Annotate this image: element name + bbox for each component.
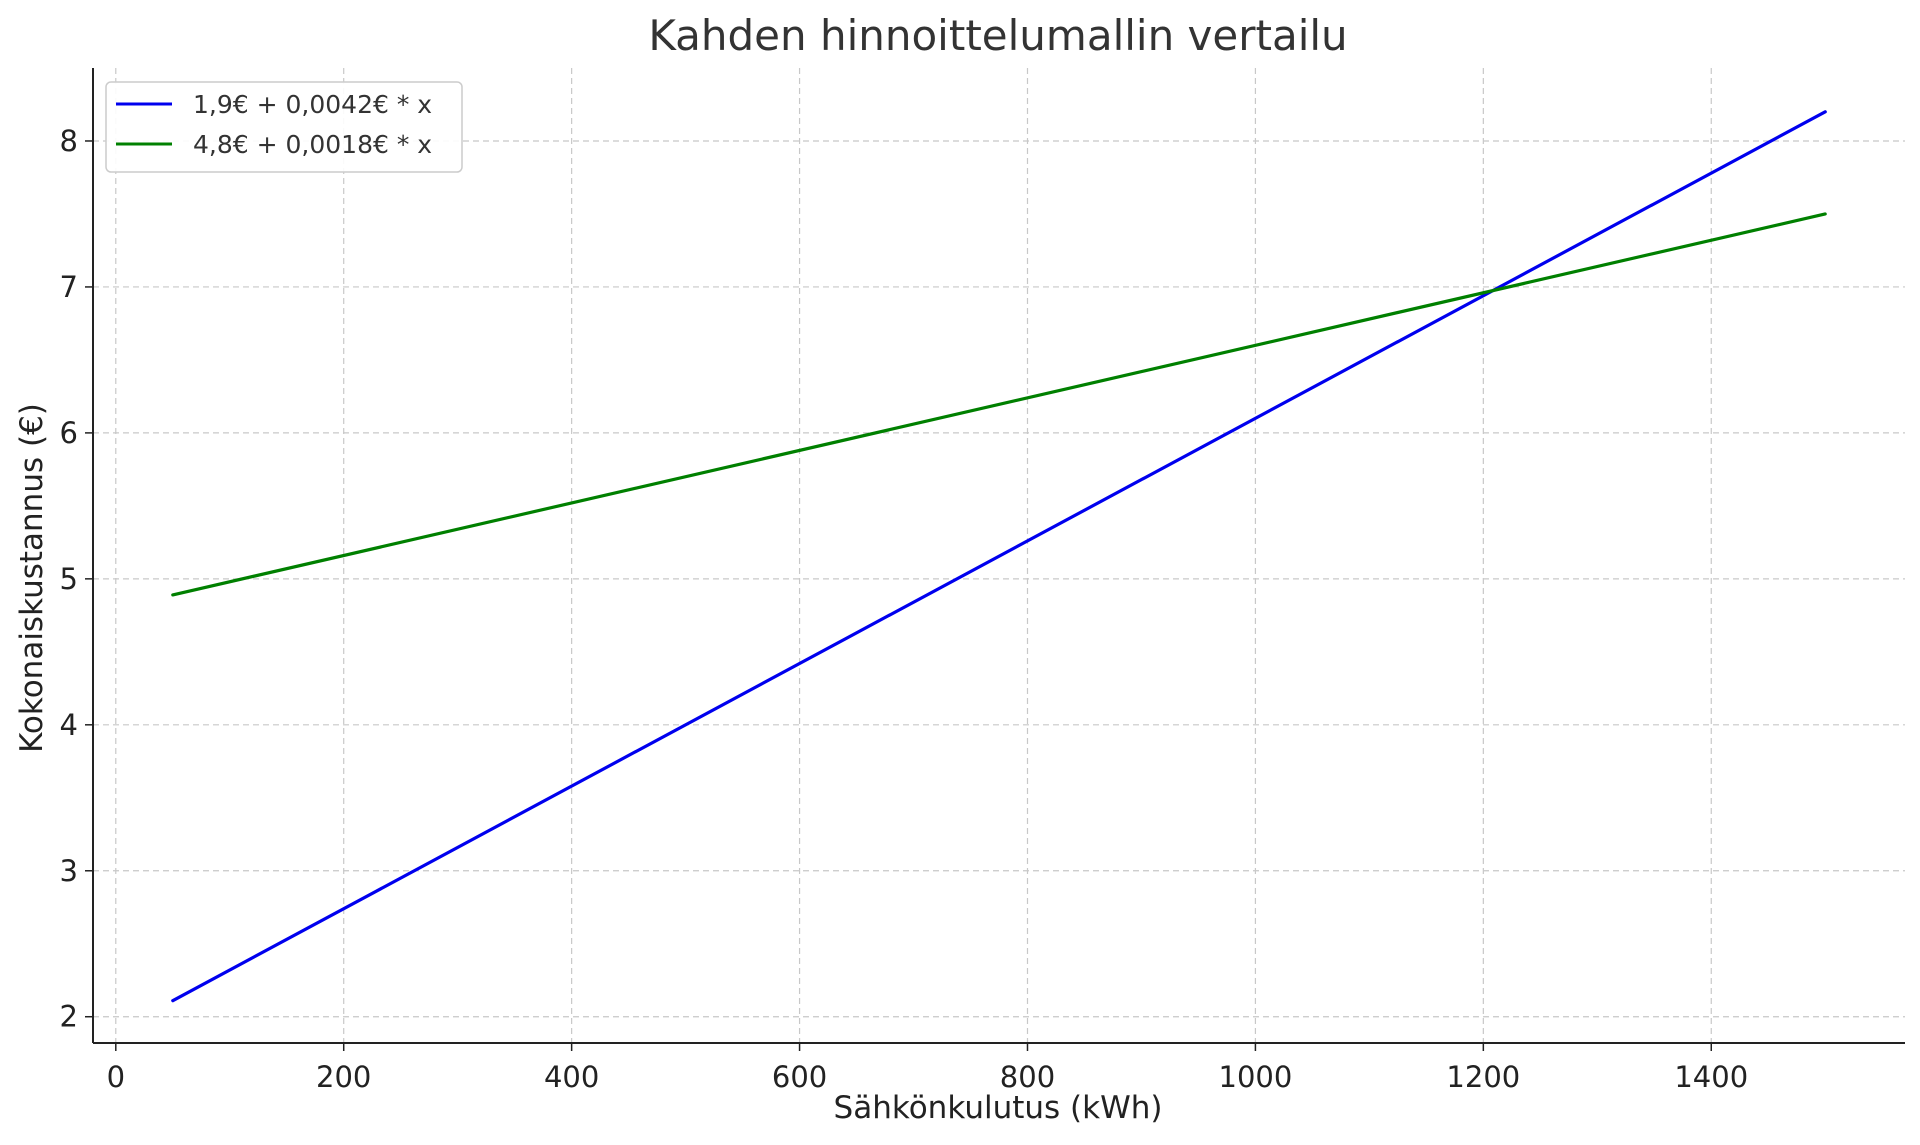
axis-ticks: 0 200 400 600 800 1000 1200 1400 2 3 4 5 6 7 8	[60, 124, 1749, 1094]
y-tick-label-0: 2	[60, 1000, 78, 1034]
x-tick-label-2: 400	[544, 1060, 599, 1094]
legend-box	[105, 81, 463, 173]
y-axis-title: Kokonaiskustannus (€)	[14, 403, 50, 753]
series-line-1	[171, 110, 1827, 1003]
x-tick-label-4: 800	[1000, 1060, 1055, 1094]
x-tick-label-3: 600	[772, 1060, 827, 1094]
x-tick-label-6: 1200	[1446, 1060, 1520, 1094]
axes	[92, 68, 1905, 1044]
legend-label-series-1: 1,9€ + 0,0042€ * x	[193, 90, 432, 119]
legend: 1,9€ + 0,0042€ * x 4,8€ + 0,0018€ * x	[105, 81, 463, 173]
x-tick-label-0: 0	[107, 1060, 125, 1094]
series-lines	[171, 110, 1827, 1003]
x-tick-label-1: 200	[316, 1060, 371, 1094]
y-tick-label-1: 3	[60, 854, 78, 888]
y-tick-label-2: 4	[60, 708, 78, 742]
y-tick-label-3: 5	[60, 562, 78, 596]
y-tick-label-5: 7	[60, 270, 78, 304]
legend-label-series-2: 4,8€ + 0,0018€ * x	[193, 130, 432, 159]
grid-lines	[93, 68, 1905, 1043]
x-tick-label-7: 1400	[1674, 1060, 1748, 1094]
y-tick-label-4: 6	[60, 416, 78, 450]
y-tick-label-6: 8	[60, 124, 78, 158]
series-line-2	[171, 212, 1827, 597]
x-tick-label-5: 1000	[1219, 1060, 1293, 1094]
chart-title: Kahden hinnoittelumallin vertailu	[648, 11, 1347, 60]
x-axis-title: Sähkönkulutus (kWh)	[834, 1090, 1163, 1126]
